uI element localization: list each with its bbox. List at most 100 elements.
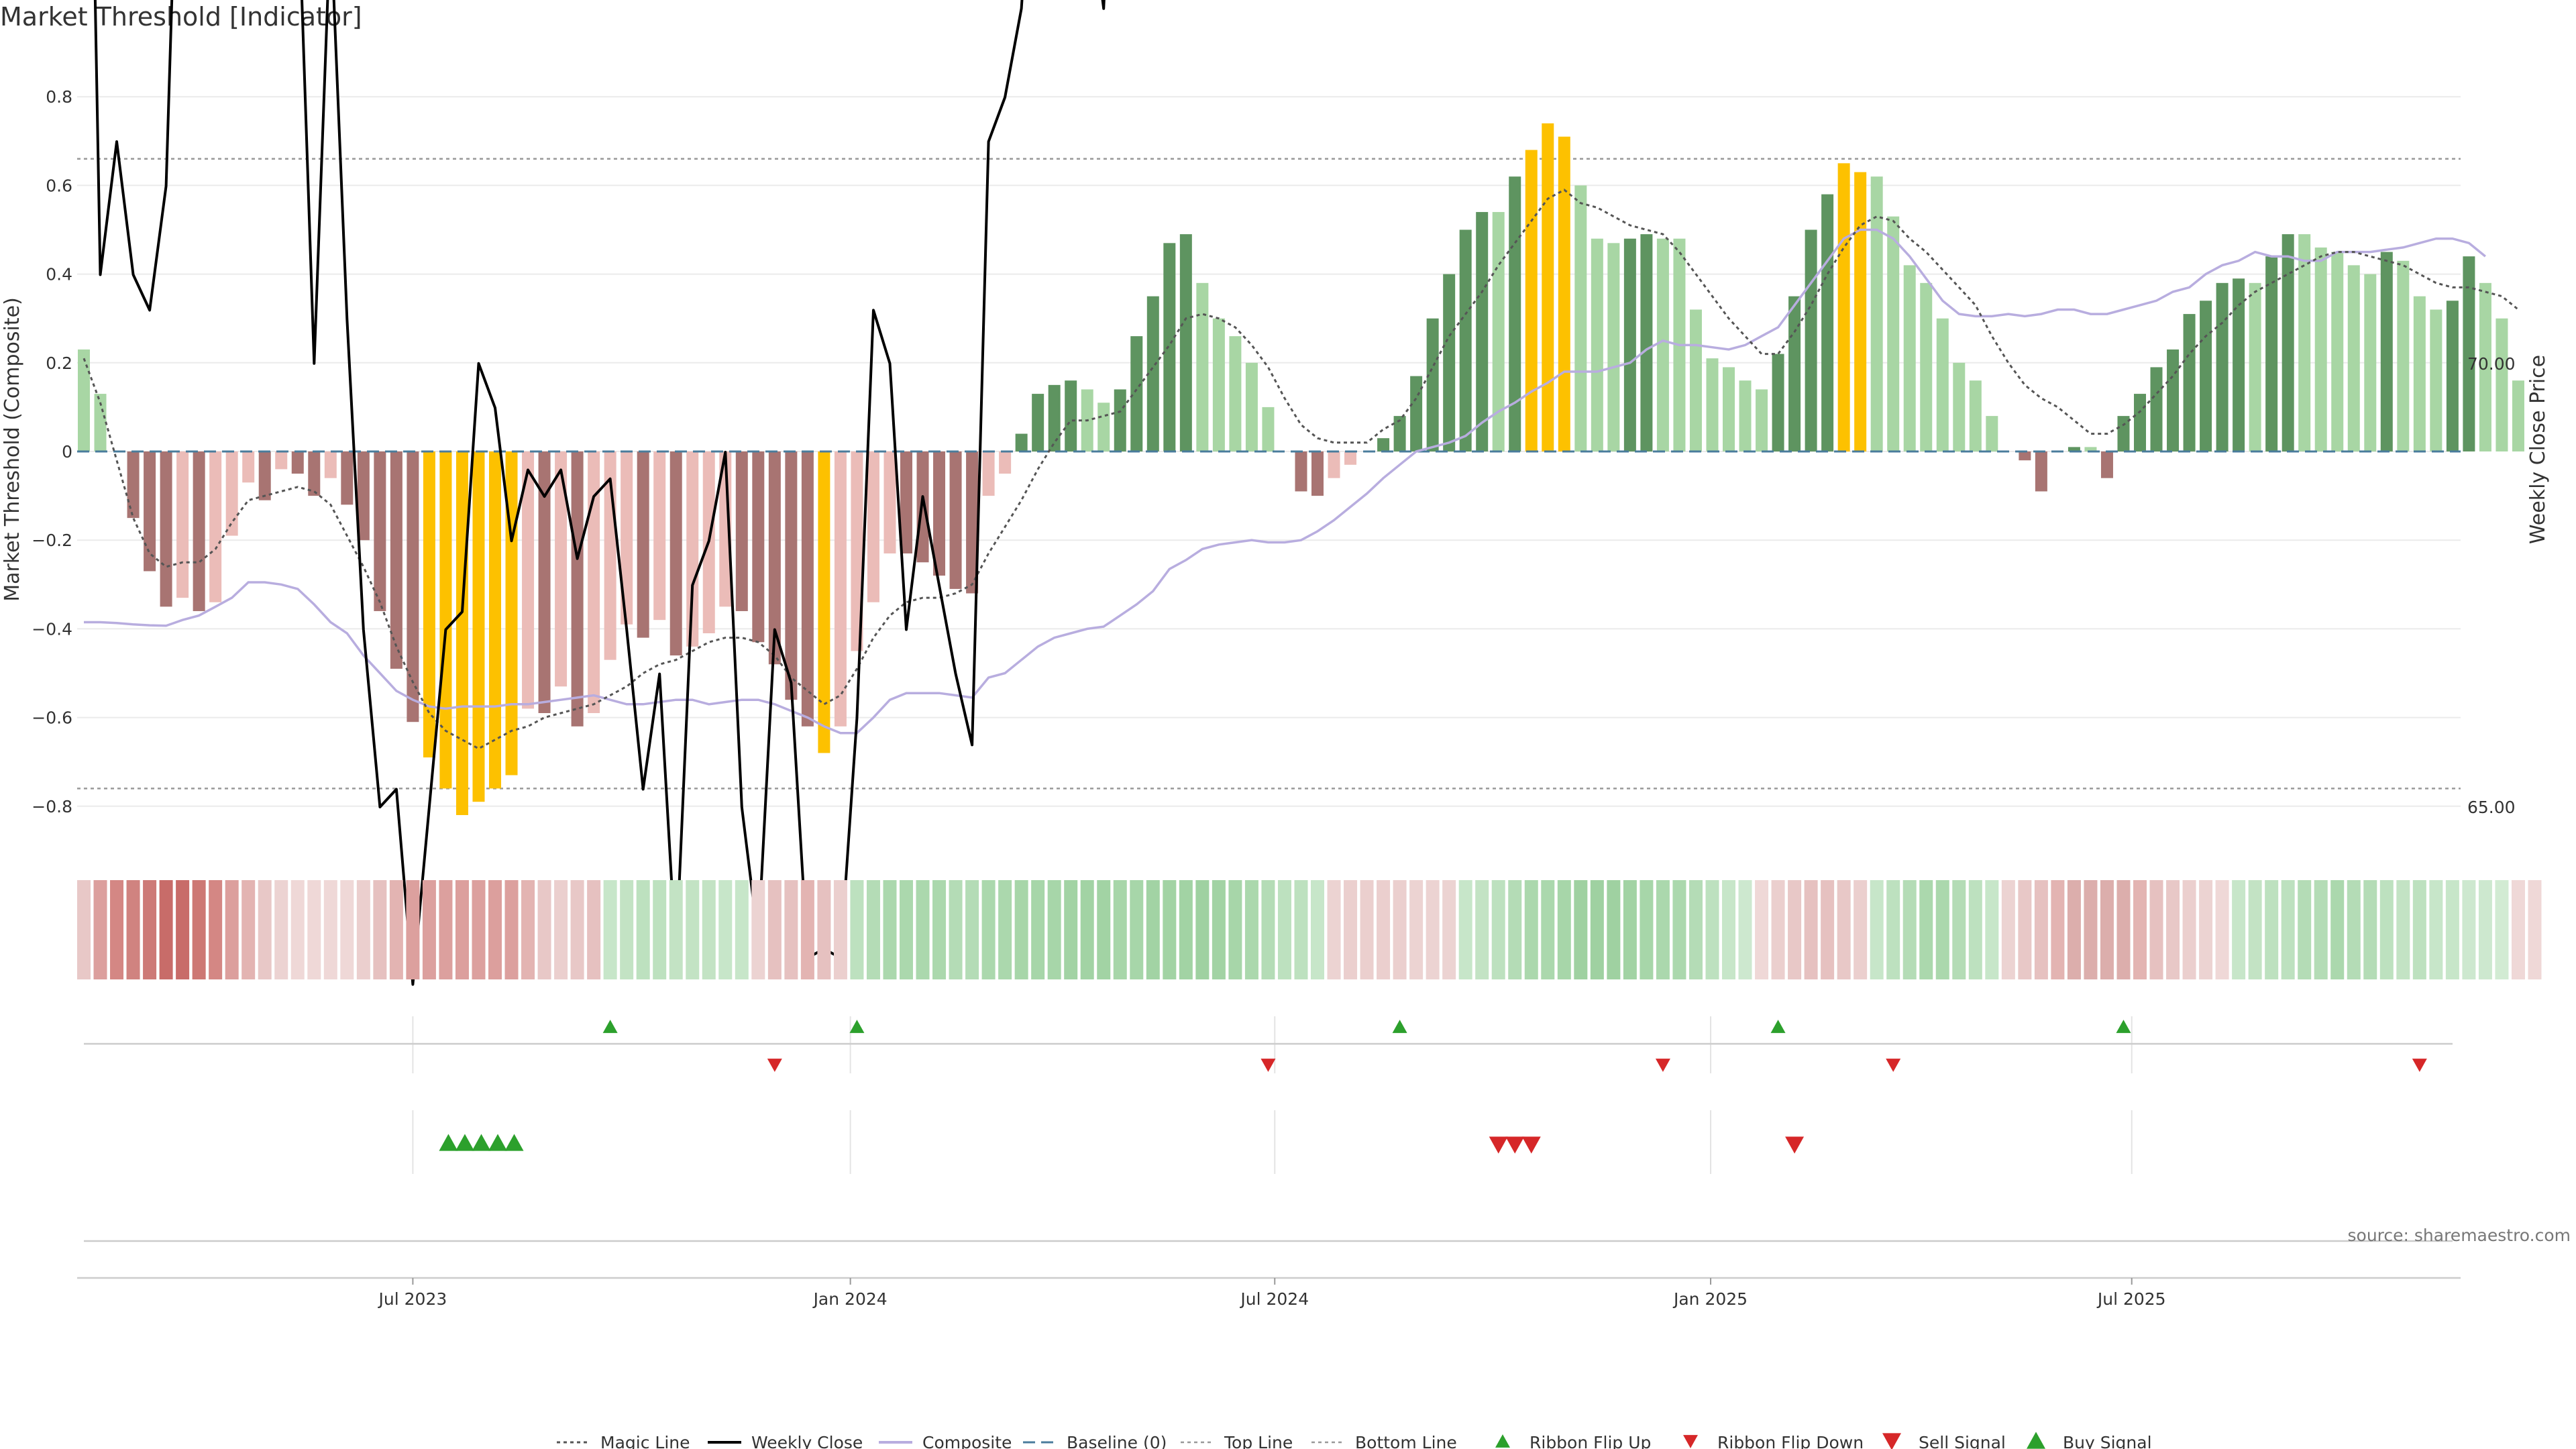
composite-bar <box>883 451 896 554</box>
composite-bar <box>2380 252 2393 451</box>
series-lines <box>77 0 2519 986</box>
ribbon-cell <box>965 880 979 979</box>
legend-label: Top Line <box>1224 1433 1293 1449</box>
composite-bar <box>324 451 337 478</box>
ribbon-cell <box>2067 880 2081 979</box>
composite-bar <box>407 451 419 722</box>
ribbon-cell <box>93 880 107 979</box>
composite-bar <box>768 451 781 665</box>
ribbon-cell <box>2528 880 2542 979</box>
ribbon-cell <box>2149 880 2163 979</box>
ribbon-cell <box>1688 880 1703 979</box>
composite-bar <box>851 451 863 651</box>
composite-bar <box>1065 380 1077 451</box>
ribbon-cell <box>225 880 239 979</box>
sell-signal-marker <box>1505 1136 1525 1154</box>
composite-bars <box>78 123 2524 816</box>
legend-item: Top Line <box>1181 1433 1293 1449</box>
composite-bar <box>1509 176 1521 451</box>
composite-bar <box>291 451 304 474</box>
composite-bar <box>588 451 600 713</box>
ribbon-cell <box>2084 880 2098 979</box>
legend-label: Ribbon Flip Up <box>1529 1433 1651 1449</box>
composite-bar <box>127 451 140 519</box>
composite-bar <box>1328 451 1340 478</box>
ribbon-cell <box>1080 880 1094 979</box>
ribbon-cell <box>1442 880 1456 979</box>
composite-bar <box>1607 243 1620 451</box>
ribbon-flip-panel <box>84 1016 2453 1073</box>
composite-bar <box>78 349 90 451</box>
composite-bar <box>1969 380 1982 451</box>
ribbon-cell <box>2199 880 2213 979</box>
ribbon-cell <box>1952 880 1966 979</box>
ribbon-cell <box>2462 880 2476 979</box>
composite-bar <box>1920 282 1933 451</box>
ribbon-flip-down-marker <box>1260 1059 1276 1072</box>
buy-signal-marker <box>488 1134 507 1151</box>
composite-bar <box>1986 416 1998 451</box>
ribbon-cell <box>373 880 387 979</box>
composite-bar <box>949 451 962 589</box>
composite-bar <box>1558 136 1570 451</box>
legend-label: Ribbon Flip Down <box>1717 1433 1864 1449</box>
ribbon-cell <box>356 880 370 979</box>
y-tick-label: −0.8 <box>32 797 72 816</box>
ribbon-cell <box>1607 880 1621 979</box>
ribbon-cell <box>2232 880 2246 979</box>
composite-bar <box>2117 416 2130 451</box>
ribbon-flip-down-marker <box>767 1059 782 1072</box>
legend-item: Baseline (0) <box>1023 1433 1167 1449</box>
composite-bar <box>1953 362 1966 451</box>
ribbon-cell <box>1902 880 1917 979</box>
composite-bar <box>1393 416 1406 451</box>
ribbon-cell <box>916 880 930 979</box>
composite-bar <box>308 451 321 496</box>
legend-sell-icon <box>1882 1433 1901 1449</box>
ribbon-flip-up-marker <box>1392 1020 1407 1033</box>
ribbon-cell <box>718 880 733 979</box>
ribbon-cell <box>1985 880 1999 979</box>
ribbon-cell <box>2018 880 2032 979</box>
composite-bar <box>818 451 830 753</box>
composite-bar <box>621 451 633 625</box>
composite-bar <box>489 451 501 789</box>
composite-bar <box>1870 176 1883 451</box>
ribbon-cell <box>1524 880 1538 979</box>
composite-bar <box>2068 447 2080 451</box>
composite-bar <box>2035 451 2047 492</box>
composite-bar <box>1130 336 1143 451</box>
ribbon-cell <box>1491 880 1505 979</box>
ribbon-cell <box>1409 880 1424 979</box>
composite-bar <box>2216 282 2229 451</box>
composite-bar <box>2233 278 2245 451</box>
ribbon-cell <box>866 880 880 979</box>
ribbon-flip-down-marker <box>1655 1059 1670 1072</box>
ribbon-cell <box>850 880 864 979</box>
ribbon-cell <box>1130 880 1144 979</box>
composite-bar <box>1936 318 1949 451</box>
composite-bar <box>1229 336 1242 451</box>
ribbon-cell <box>389 880 403 979</box>
ribbon-cell <box>537 880 551 979</box>
composite-bar <box>390 451 402 669</box>
composite-bar <box>571 451 584 727</box>
ribbon-cell <box>1244 880 1258 979</box>
composite-bar <box>144 451 156 572</box>
legend: Magic Line Weekly Close Composite Baseline … <box>557 1432 2152 1449</box>
composite-bar <box>1311 451 1324 496</box>
ribbon-cell <box>290 880 305 979</box>
ribbon-cell <box>241 880 256 979</box>
composite-bar <box>1344 451 1357 465</box>
ribbon-cell <box>2182 880 2196 979</box>
composite-bar <box>1048 384 1061 451</box>
legend-item: Composite <box>879 1433 1012 1449</box>
ribbon-cell <box>2281 880 2295 979</box>
ribbon-cell <box>800 880 814 979</box>
composite-bar <box>785 451 798 700</box>
composite-bar <box>1821 194 1834 451</box>
composite-bar <box>1262 407 1275 451</box>
ribbon-cell <box>2265 880 2279 979</box>
composite-bar <box>1492 212 1505 451</box>
x-tick-label: Jul 2024 <box>1239 1289 1309 1309</box>
